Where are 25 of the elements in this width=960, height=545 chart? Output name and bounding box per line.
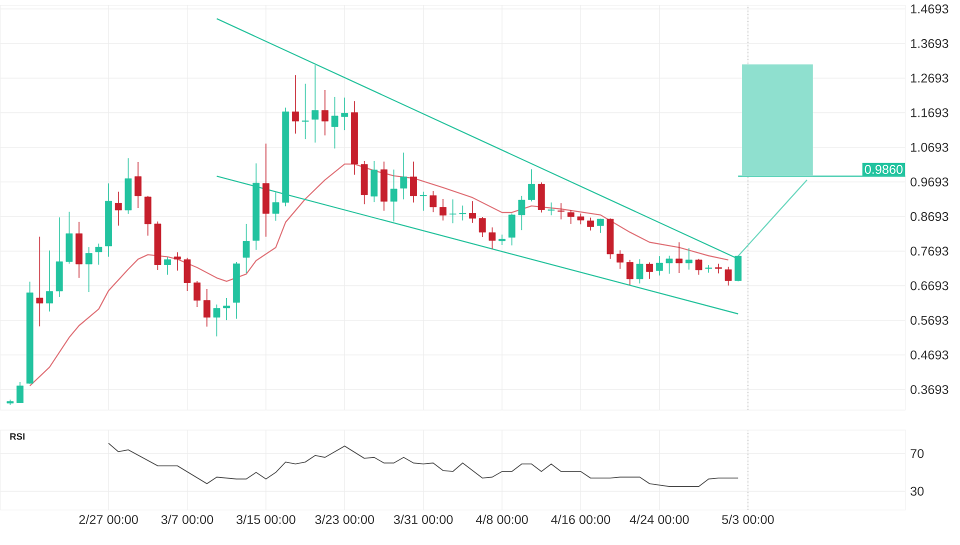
y-tick-label: 0.3693 bbox=[910, 385, 948, 394]
y-tick-label: 0.6693 bbox=[910, 281, 948, 290]
x-tick-label: 4/24 00:00 bbox=[630, 514, 689, 524]
x-tick-label: 4/8 00:00 bbox=[476, 514, 528, 524]
y-tick-label: 0.5693 bbox=[910, 316, 948, 325]
y-tick-label: 0.9693 bbox=[910, 177, 948, 186]
y-tick-label: 0.7693 bbox=[910, 246, 948, 256]
y-tick-label: 1.1693 bbox=[911, 108, 948, 118]
x-tick-label: 4/16 00:00 bbox=[551, 514, 610, 524]
x-tick-label: 3/23 00:00 bbox=[315, 514, 374, 524]
y-tick-label: 0.4693 bbox=[910, 350, 948, 360]
x-tick-label: 2/27 00:00 bbox=[79, 514, 138, 524]
y-tick-label: 30 bbox=[910, 486, 924, 496]
y-tick-label: 1.0693 bbox=[911, 142, 948, 152]
x-tick-label: 5/3 00:00 bbox=[722, 514, 774, 524]
y-tick-label: 1.2693 bbox=[911, 74, 948, 83]
chart-title: RSI bbox=[10, 433, 24, 440]
y-tick-label: 0.8693 bbox=[910, 212, 948, 222]
y-tick-label: 1.4693 bbox=[911, 4, 948, 14]
y-tick-label: 1.3693 bbox=[911, 39, 948, 48]
ref-line-label: 0.9860 bbox=[864, 164, 903, 174]
y-tick-label: 70 bbox=[910, 449, 924, 458]
x-tick-label: 3/15 00:00 bbox=[236, 514, 296, 524]
x-tick-label: 3/7 00:00 bbox=[161, 514, 214, 524]
x-tick-label: 3/31 00:00 bbox=[394, 514, 453, 524]
